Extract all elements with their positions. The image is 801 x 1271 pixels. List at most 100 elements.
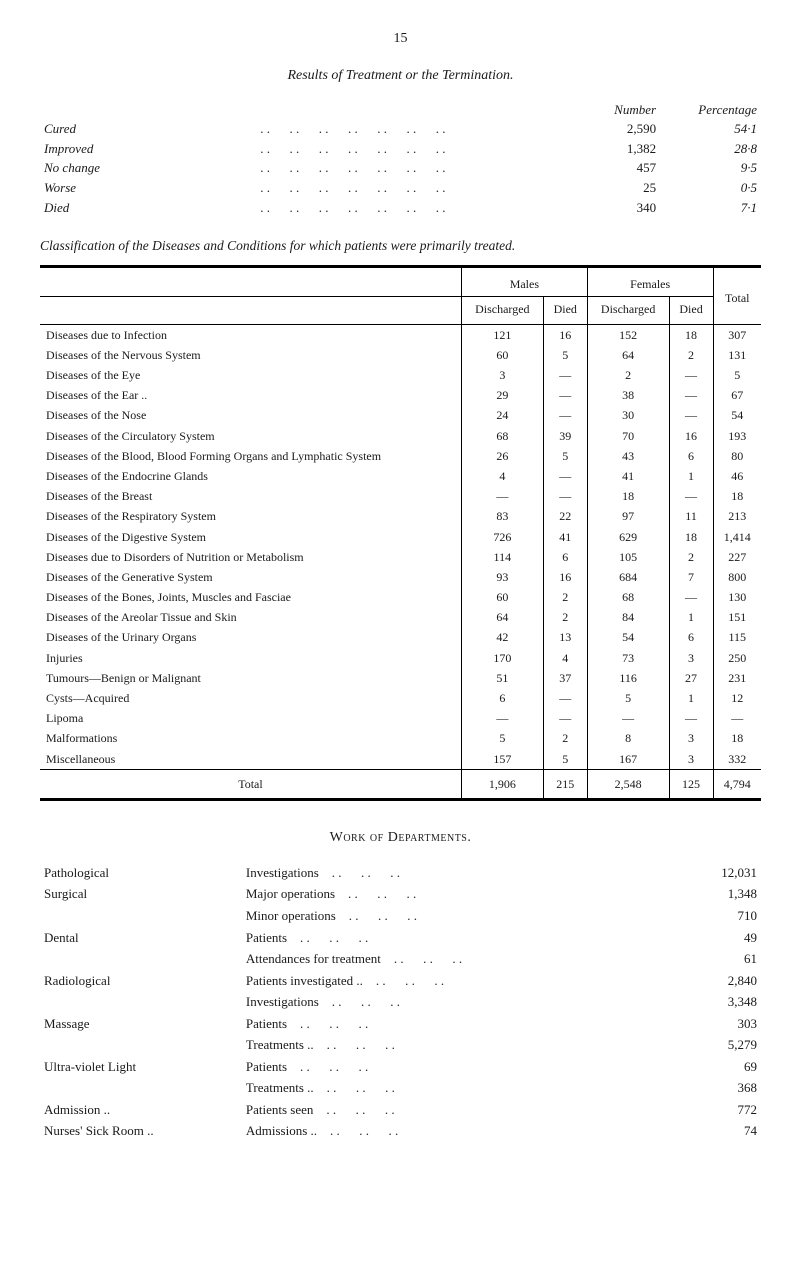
results-table: Number Percentage Cured. . . . . . . . .… xyxy=(40,100,761,217)
class-row-f-die: 7 xyxy=(669,567,713,587)
class-row-f-dis: 54 xyxy=(587,627,669,647)
class-row: Diseases of the Urinary Organs4213546115 xyxy=(40,627,761,647)
class-row: Malformations528318 xyxy=(40,728,761,748)
class-row: Diseases of the Bones, Joints, Muscles a… xyxy=(40,587,761,607)
results-row: Died. . . . . . . . . . . . . .3407·1 xyxy=(40,198,761,218)
class-row-f-die: 3 xyxy=(669,749,713,770)
header-f-died: Died xyxy=(669,297,713,324)
class-row: Miscellaneous15751673332 xyxy=(40,749,761,770)
class-row-name: Injuries xyxy=(40,648,461,668)
class-row-m-die: — xyxy=(543,405,587,425)
class-row-m-dis: 170 xyxy=(461,648,543,668)
dept-row: SurgicalMajor operations . . . . . .1,34… xyxy=(40,883,761,905)
class-row-f-die: 1 xyxy=(669,607,713,627)
dept-row-value: 710 xyxy=(602,905,761,927)
class-row-m-die: — xyxy=(543,486,587,506)
results-row-number: 457 xyxy=(574,158,661,178)
class-row-name: Lipoma xyxy=(40,708,461,728)
class-row-m-die: 16 xyxy=(543,567,587,587)
results-row-dots: . . . . . . . . . . . . . . xyxy=(256,178,573,198)
dept-row-metric: Patients . . . . . . xyxy=(242,1056,603,1078)
class-row-f-dis: 105 xyxy=(587,547,669,567)
class-row-name: Diseases of the Urinary Organs xyxy=(40,627,461,647)
dept-row: PathologicalInvestigations . . . . . .12… xyxy=(40,862,761,884)
class-row-m-dis: 121 xyxy=(461,324,543,345)
departments-table: PathologicalInvestigations . . . . . .12… xyxy=(40,862,761,1142)
results-row: No change. . . . . . . . . . . . . .4579… xyxy=(40,158,761,178)
class-row: Diseases of the Circulatory System683970… xyxy=(40,426,761,446)
class-row-m-die: 41 xyxy=(543,527,587,547)
class-row-total: 151 xyxy=(713,607,761,627)
class-row-m-dis: 93 xyxy=(461,567,543,587)
class-row: Diseases of the Digestive System72641629… xyxy=(40,527,761,547)
dept-row-value: 3,348 xyxy=(602,991,761,1013)
results-row-number: 2,590 xyxy=(574,119,661,139)
dept-row-value: 1,348 xyxy=(602,883,761,905)
class-row-f-dis: 167 xyxy=(587,749,669,770)
dept-row-value: 12,031 xyxy=(602,862,761,884)
results-row-dots: . . . . . . . . . . . . . . xyxy=(256,139,573,159)
results-title: Results of Treatment or the Termination. xyxy=(40,67,761,86)
class-row-name: Diseases of the Nervous System xyxy=(40,345,461,365)
dept-row: Admission ..Patients seen . . . . . .772 xyxy=(40,1099,761,1121)
header-m-died: Died xyxy=(543,297,587,324)
header-females: Females xyxy=(587,267,713,297)
class-row-total: 231 xyxy=(713,668,761,688)
dept-row: MassagePatients . . . . . .303 xyxy=(40,1013,761,1035)
class-row-name: Tumours—Benign or Malignant xyxy=(40,668,461,688)
header-f-discharged: Discharged xyxy=(587,297,669,324)
results-row: Improved. . . . . . . . . . . . . .1,382… xyxy=(40,139,761,159)
class-row-name: Diseases due to Infection xyxy=(40,324,461,345)
class-row-f-dis: 43 xyxy=(587,446,669,466)
class-row-m-die: — xyxy=(543,365,587,385)
class-row-f-dis: 64 xyxy=(587,345,669,365)
class-row: Diseases due to Disorders of Nutrition o… xyxy=(40,547,761,567)
class-row-m-dis: 5 xyxy=(461,728,543,748)
class-totals-row: Total 1,906 215 2,548 125 4,794 xyxy=(40,769,761,799)
class-row-f-die: 2 xyxy=(669,547,713,567)
class-row-name: Diseases of the Respiratory System xyxy=(40,506,461,526)
class-row-m-die: — xyxy=(543,688,587,708)
class-row-m-dis: — xyxy=(461,708,543,728)
class-row-f-die: 1 xyxy=(669,688,713,708)
totals-total: 4,794 xyxy=(713,769,761,799)
dept-row: Minor operations . . . . . .710 xyxy=(40,905,761,927)
class-row-name: Miscellaneous xyxy=(40,749,461,770)
dept-row-metric: Major operations . . . . . . xyxy=(242,883,603,905)
class-row-total: — xyxy=(713,708,761,728)
class-row-m-dis: 26 xyxy=(461,446,543,466)
class-header-group: Males Females Total xyxy=(40,267,761,297)
class-header-sub: Discharged Died Discharged Died xyxy=(40,297,761,324)
dept-row-metric: Minor operations . . . . . . xyxy=(242,905,603,927)
header-percentage: Percentage xyxy=(660,100,761,120)
class-row: Diseases of the Endocrine Glands4—41146 xyxy=(40,466,761,486)
class-row-f-die: — xyxy=(669,405,713,425)
class-row-m-dis: 157 xyxy=(461,749,543,770)
class-row-f-die: 6 xyxy=(669,446,713,466)
class-row-f-die: 6 xyxy=(669,627,713,647)
class-row-total: 332 xyxy=(713,749,761,770)
class-row-f-dis: 41 xyxy=(587,466,669,486)
results-row-dots: . . . . . . . . . . . . . . xyxy=(256,198,573,218)
class-row: Diseases of the Respiratory System832297… xyxy=(40,506,761,526)
header-number: Number xyxy=(574,100,661,120)
class-row-f-die: 27 xyxy=(669,668,713,688)
dept-row-value: 69 xyxy=(602,1056,761,1078)
dept-row-metric: Investigations . . . . . . xyxy=(242,862,603,884)
class-row-f-dis: 97 xyxy=(587,506,669,526)
class-row-total: 46 xyxy=(713,466,761,486)
dept-row-metric: Patients investigated .. . . . . . . xyxy=(242,970,603,992)
class-row-f-die: 3 xyxy=(669,728,713,748)
results-row-percentage: 9·5 xyxy=(660,158,761,178)
class-row-f-dis: 8 xyxy=(587,728,669,748)
dept-row-value: 61 xyxy=(602,948,761,970)
results-row-percentage: 0·5 xyxy=(660,178,761,198)
class-row-total: 80 xyxy=(713,446,761,466)
class-row: Diseases of the Generative System9316684… xyxy=(40,567,761,587)
class-row-f-dis: 629 xyxy=(587,527,669,547)
class-row-name: Malformations xyxy=(40,728,461,748)
header-total: Total xyxy=(713,267,761,324)
class-row-name: Diseases of the Areolar Tissue and Skin xyxy=(40,607,461,627)
header-males: Males xyxy=(461,267,587,297)
class-row-m-die: 5 xyxy=(543,749,587,770)
